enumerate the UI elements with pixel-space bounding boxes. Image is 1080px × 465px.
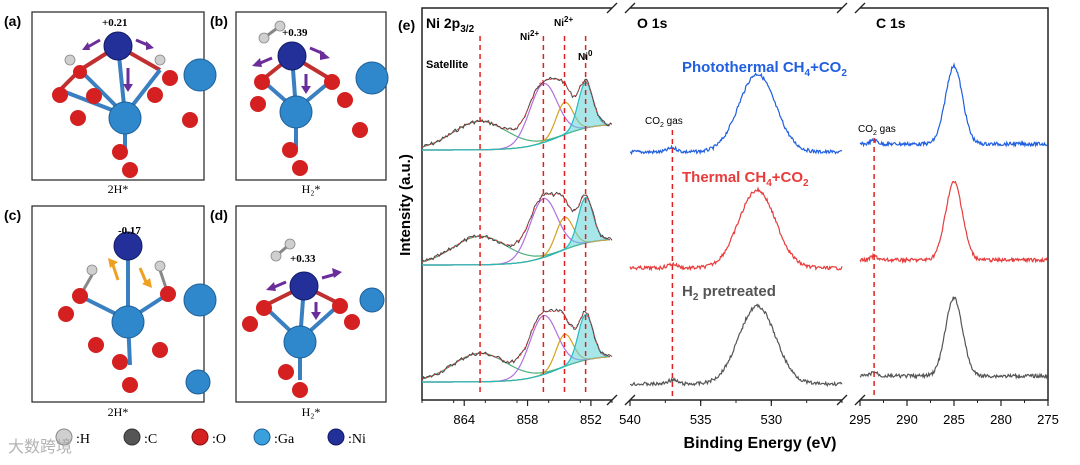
x-tick-label: 280 <box>990 412 1012 427</box>
panel-b-caption: H₂* <box>302 182 321 196</box>
x-axis-label: Binding Energy (eV) <box>684 435 837 452</box>
panel-b-label: (b) <box>210 13 228 29</box>
axis-break-mark <box>854 2 866 14</box>
panel-e-label: (e) <box>398 17 415 33</box>
x-tick-label: 530 <box>760 412 782 427</box>
panel-b-molecule <box>250 20 389 176</box>
panel-a-label: (a) <box>4 13 21 29</box>
structure-panels: (a) (b) (c) (d) <box>4 11 389 456</box>
x-tick-label: 535 <box>690 412 712 427</box>
c1s-spectrum-line <box>859 296 1048 380</box>
xps-chart: (e) 864 858 852 540 535 530 295 290 285 280 275 Ni… <box>397 2 1059 452</box>
o1s-spectrum-line <box>629 186 843 272</box>
ni0-fill-area <box>422 197 612 265</box>
c1s-spectrum-line <box>859 62 1048 148</box>
subplot-title-ni: Ni 2p3/2 <box>426 15 475 35</box>
xps-axes: 864 858 852 540 535 530 295 290 285 280 275 <box>421 2 1059 427</box>
ni-fit-component <box>422 196 610 266</box>
panel-a-molecule <box>52 31 217 178</box>
legend-c-label: :C <box>144 432 157 447</box>
annotation-co2-gas-c: CO2 gas <box>858 124 896 137</box>
x-tick-label: 290 <box>896 412 918 427</box>
y-axis-label: Intensity (a.u.) <box>397 154 414 256</box>
axis-break-gap <box>842 396 860 404</box>
ni-raw-data-line <box>421 308 613 381</box>
legend-ga-label: :Ga <box>274 432 295 447</box>
series-label-photothermal: Photothermal CH4+CO2 <box>682 59 847 79</box>
axis-break-gap <box>612 4 630 12</box>
panel-c-molecule <box>58 231 217 395</box>
x-tick-label: 540 <box>619 412 641 427</box>
x-tick-label: 858 <box>517 412 539 427</box>
panel-c-caption: 2H* <box>108 405 129 419</box>
panel-d-charge: +0.33 <box>290 253 316 265</box>
panel-d-label: (d) <box>210 207 228 223</box>
subplot-title-o: O 1s <box>637 15 668 31</box>
c1s-spectrum-line <box>859 180 1048 265</box>
x-tick-label: 285 <box>943 412 965 427</box>
panel-c-label: (c) <box>4 207 21 223</box>
panel-d-molecule <box>242 238 385 398</box>
ni-fit-component <box>422 313 610 383</box>
ni-raw-data-line <box>421 76 613 148</box>
x-tick-label: 864 <box>453 412 475 427</box>
axis-break-mark <box>836 2 848 14</box>
annotation-ni2-a: Ni2+ <box>520 29 539 43</box>
o1s-spectrum-line <box>630 72 843 156</box>
panel-a-charge: +0.21 <box>102 17 128 29</box>
panel-b-charge: +0.39 <box>282 27 308 39</box>
ni-fit-component <box>421 120 610 148</box>
ni-fit-component <box>421 235 610 263</box>
legend-h-icon <box>55 428 73 446</box>
legend-o-label: :O <box>212 432 226 447</box>
legend-h-label: :H <box>76 432 90 447</box>
watermark: 大数跨境 <box>8 437 72 456</box>
atom-legend: :H :C :O :Ga :Ni <box>55 428 366 447</box>
legend-ni-label: :Ni <box>348 432 366 447</box>
axis-break-mark <box>606 2 618 14</box>
ni0-fill-area <box>422 82 612 150</box>
x-tick-label: 275 <box>1037 412 1059 427</box>
plot-frame <box>421 7 1049 401</box>
annotation-ni2-b: Ni2+ <box>554 15 573 29</box>
series-label-thermal: Thermal CH4+CO2 <box>682 169 809 189</box>
legend-c-icon <box>123 428 141 446</box>
x-tick-label: 852 <box>580 412 602 427</box>
legend-ga-icon <box>253 428 271 446</box>
axis-break-mark <box>624 2 636 14</box>
axis-break-gap <box>842 4 860 12</box>
axis-break-gap <box>612 396 630 404</box>
ni-raw-data-line <box>421 191 613 262</box>
x-tick-label: 295 <box>849 412 871 427</box>
ni-fit-component <box>422 81 610 151</box>
annotation-co2-gas-o: CO2 gas <box>645 116 683 129</box>
subplot-title-c: C 1s <box>876 15 906 31</box>
legend-o-icon <box>191 428 209 446</box>
annotation-satellite: Satellite <box>426 59 468 71</box>
panel-d-caption: H₂* <box>302 405 321 419</box>
panel-c-charge: -0.17 <box>118 225 141 237</box>
legend-ni-icon <box>327 428 345 446</box>
ni0-fill-area <box>422 314 612 382</box>
series-label-h2: H2 pretreated <box>682 283 776 303</box>
xps-curves <box>421 62 1048 388</box>
o1s-spectrum-line <box>629 303 843 388</box>
annotation-ni0: Ni0 <box>578 49 593 63</box>
panel-a-caption: 2H* <box>108 182 129 196</box>
xps-dashed-lines <box>479 36 875 396</box>
